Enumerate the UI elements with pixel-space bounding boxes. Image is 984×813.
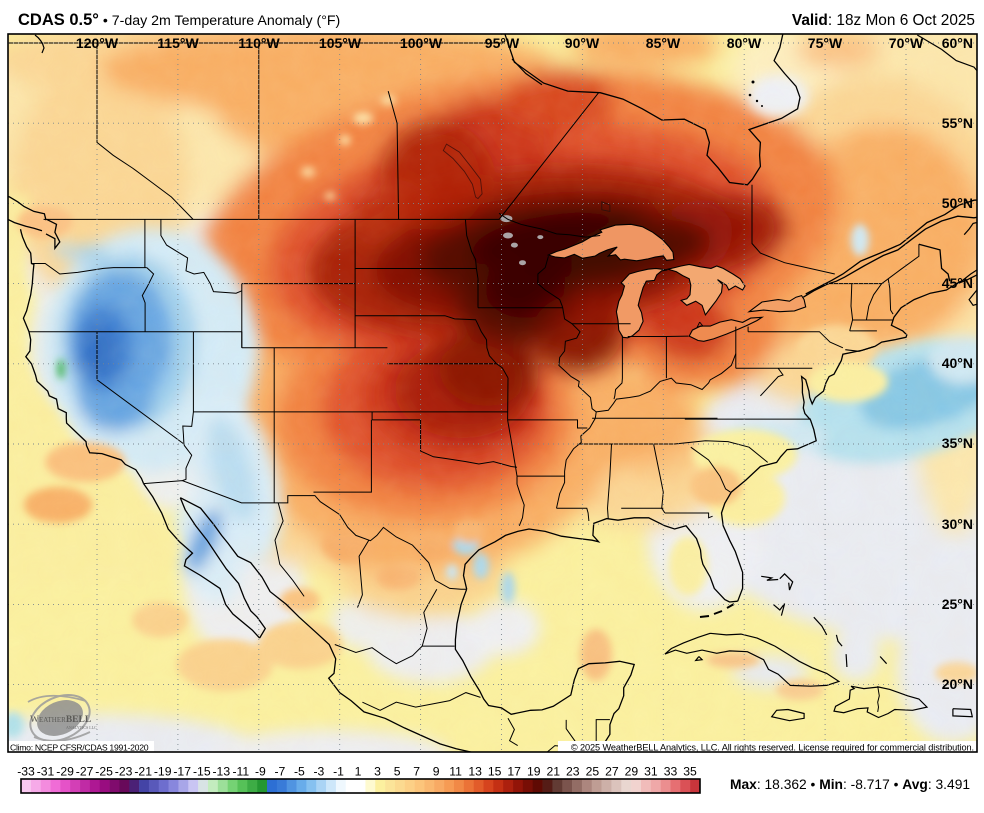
svg-text:29: 29	[625, 765, 639, 779]
svg-text:-13: -13	[212, 765, 230, 779]
svg-text:-15: -15	[193, 765, 211, 779]
svg-text:95°W: 95°W	[485, 35, 520, 51]
svg-text:11: 11	[449, 765, 462, 779]
svg-text:-1: -1	[333, 765, 344, 779]
svg-text:-25: -25	[95, 765, 113, 779]
svg-text:21: 21	[547, 765, 561, 779]
svg-text:-19: -19	[154, 765, 172, 779]
svg-text:© 2025 WeatherBELL Analytics,: © 2025 WeatherBELL Analytics, LLC. All r…	[571, 743, 974, 753]
svg-text:31: 31	[644, 765, 658, 779]
svg-text:-9: -9	[255, 765, 266, 779]
svg-text:-31: -31	[37, 765, 55, 779]
svg-text:25: 25	[586, 765, 600, 779]
svg-text:40°N: 40°N	[942, 355, 973, 371]
svg-text:-29: -29	[56, 765, 74, 779]
svg-text:Climo: NCEP CFSR/CDAS 1991-202: Climo: NCEP CFSR/CDAS 1991-2020	[10, 743, 149, 753]
svg-text:45°N: 45°N	[942, 275, 973, 291]
svg-text:90°W: 90°W	[565, 35, 600, 51]
svg-text:5: 5	[394, 765, 401, 779]
svg-text:105°W: 105°W	[319, 35, 362, 51]
svg-text:80°W: 80°W	[727, 35, 762, 51]
svg-text:75°W: 75°W	[808, 35, 843, 51]
svg-text:60°N: 60°N	[942, 35, 973, 51]
svg-text:9: 9	[433, 765, 440, 779]
svg-text:55°N: 55°N	[942, 115, 973, 131]
svg-text:-27: -27	[76, 765, 94, 779]
svg-text:7: 7	[413, 765, 420, 779]
svg-text:50°N: 50°N	[942, 195, 973, 211]
svg-text:-23: -23	[115, 765, 133, 779]
svg-text:-11: -11	[232, 765, 249, 779]
svg-text:ANALYTICS LLC: ANALYTICS LLC	[66, 725, 97, 730]
svg-text:33: 33	[664, 765, 678, 779]
svg-text:70°W: 70°W	[889, 35, 924, 51]
svg-text:20°N: 20°N	[942, 676, 973, 692]
svg-text:3: 3	[374, 765, 381, 779]
svg-text:30°N: 30°N	[942, 516, 973, 532]
svg-text:35°N: 35°N	[942, 435, 973, 451]
svg-text:27: 27	[605, 765, 619, 779]
svg-text:Max: 18.362 • Min: -8.717 • Av: Max: 18.362 • Min: -8.717 • Avg: 3.491	[730, 777, 970, 792]
svg-text:13: 13	[468, 765, 482, 779]
svg-text:-7: -7	[274, 765, 285, 779]
svg-text:25°N: 25°N	[942, 596, 973, 612]
svg-text:85°W: 85°W	[646, 35, 681, 51]
svg-text:100°W: 100°W	[400, 35, 443, 51]
svg-text:-17: -17	[173, 765, 191, 779]
svg-text:23: 23	[566, 765, 580, 779]
svg-text:17: 17	[507, 765, 521, 779]
svg-text:19: 19	[527, 765, 541, 779]
svg-text:15: 15	[488, 765, 502, 779]
svg-text:115°W: 115°W	[157, 35, 199, 51]
svg-text:1: 1	[355, 765, 362, 779]
svg-text:35: 35	[683, 765, 697, 779]
svg-text:-33: -33	[17, 765, 35, 779]
svg-text:CDAS 0.5° • 7-day 2m Temperatu: CDAS 0.5° • 7-day 2m Temperature Anomaly…	[18, 11, 340, 29]
svg-text:WEATHERBELL: WEATHERBELL	[30, 715, 91, 725]
svg-text:-5: -5	[294, 765, 305, 779]
svg-text:-3: -3	[313, 765, 324, 779]
svg-text:Valid: 18z Mon 6 Oct 2025: Valid: 18z Mon 6 Oct 2025	[792, 12, 975, 29]
svg-text:-21: -21	[134, 765, 152, 779]
svg-text:120°W: 120°W	[76, 35, 119, 51]
svg-text:110°W: 110°W	[238, 35, 280, 51]
